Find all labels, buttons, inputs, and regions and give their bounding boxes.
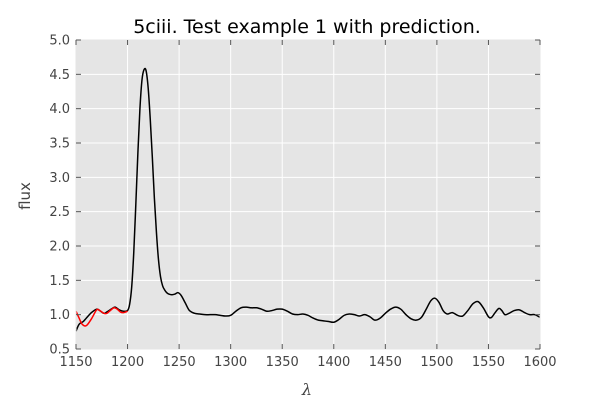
plot-frame bbox=[75, 39, 541, 350]
x-tick-label: 1500 bbox=[420, 355, 453, 370]
y-tick-label: 4.0 bbox=[49, 102, 70, 117]
y-tick-label: 2.5 bbox=[49, 205, 70, 220]
y-tick-labels: 0.5 1.0 1.5 2.0 2.5 3.0 3.5 4.0 4.5 5.0 bbox=[49, 34, 70, 358]
x-tick-label: 1200 bbox=[111, 355, 144, 370]
y-tick-label: 1.0 bbox=[49, 308, 70, 323]
x-tick-label: 1600 bbox=[523, 355, 556, 370]
series-lines bbox=[75, 67, 541, 332]
y-tick-label: 4.5 bbox=[49, 68, 70, 83]
y-tick-label: 5.0 bbox=[49, 34, 70, 49]
x-tick-label: 1550 bbox=[472, 355, 505, 370]
x-tick-label: 1300 bbox=[214, 355, 247, 370]
x-tick-labels: 1150 1200 1250 1300 1350 1400 1450 1500 1550 1600 bbox=[59, 355, 556, 370]
x-tick-label: 1450 bbox=[369, 355, 402, 370]
y-tick-label: 3.0 bbox=[49, 171, 70, 186]
x-tick-label: 1250 bbox=[163, 355, 196, 370]
plot-area bbox=[76, 40, 540, 349]
tick-marks bbox=[75, 39, 541, 350]
x-tick-label: 1400 bbox=[317, 355, 350, 370]
y-tick-label: 1.5 bbox=[49, 274, 70, 289]
y-tick-label: 0.5 bbox=[49, 343, 70, 358]
x-tick-label: 1150 bbox=[59, 355, 92, 370]
series-line-1 bbox=[75, 307, 128, 327]
x-tick-label: 1350 bbox=[266, 355, 299, 370]
y-axis-label: flux bbox=[16, 182, 34, 210]
y-tick-label: 2.0 bbox=[49, 240, 70, 255]
x-axis-label: λ bbox=[301, 380, 312, 399]
chart-title: 5ciii. Test example 1 with prediction. bbox=[133, 16, 481, 38]
y-tick-label: 3.5 bbox=[49, 137, 70, 152]
series-line-0 bbox=[75, 67, 541, 332]
